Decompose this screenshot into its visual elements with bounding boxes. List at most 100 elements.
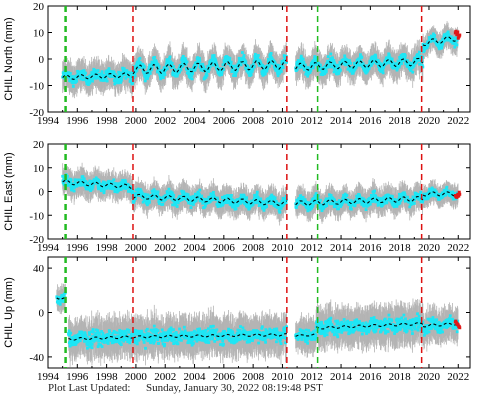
- data-point: [311, 66, 315, 70]
- data-point: [353, 64, 357, 68]
- data-point: [190, 74, 194, 77]
- data-point: [334, 70, 338, 73]
- data-point: [96, 69, 100, 72]
- data-point: [351, 71, 355, 75]
- data-point: [408, 61, 411, 65]
- data-point: [180, 62, 184, 66]
- data-point: [178, 70, 181, 74]
- y-tick-label: -20: [29, 107, 44, 119]
- data-point: [184, 62, 188, 66]
- data-point: [453, 41, 457, 45]
- data-point: [404, 62, 408, 65]
- data-point: [84, 180, 88, 183]
- data-point: [433, 33, 436, 37]
- y-tick-label: -10: [29, 81, 44, 93]
- data-point: [192, 203, 195, 206]
- data-point: [132, 198, 136, 202]
- recent-point: [455, 33, 459, 37]
- data-point: [165, 67, 169, 71]
- data-point: [97, 72, 101, 76]
- data-point: [79, 183, 82, 187]
- data-point: [455, 43, 459, 47]
- data-point: [280, 64, 284, 68]
- data-point: [386, 55, 390, 59]
- data-point: [79, 77, 83, 81]
- data-point: [161, 68, 165, 72]
- data-point: [122, 67, 126, 71]
- data-point: [346, 63, 350, 67]
- data-point: [156, 190, 160, 194]
- data-point: [185, 60, 189, 64]
- data-point: [451, 36, 454, 40]
- data-point: [173, 68, 177, 72]
- data-point: [135, 62, 139, 66]
- data-point: [440, 44, 444, 48]
- data-point: [170, 194, 173, 197]
- data-point: [187, 75, 191, 78]
- data-point: [239, 63, 243, 67]
- data-point: [134, 188, 138, 192]
- data-point: [198, 193, 201, 197]
- data-point: [228, 58, 232, 62]
- data-point: [328, 63, 331, 67]
- x-tick-label: 2018: [389, 115, 412, 127]
- data-point: [183, 57, 187, 60]
- data-point: [326, 65, 330, 69]
- data-point: [252, 62, 255, 66]
- data-point: [62, 176, 66, 180]
- data-point: [453, 45, 457, 49]
- data-point: [343, 60, 346, 64]
- data-point: [203, 197, 207, 201]
- y-tick-label: 0: [39, 54, 45, 66]
- data-point: [372, 58, 376, 62]
- data-point: [119, 81, 123, 84]
- data-point: [331, 56, 334, 60]
- data-point: [235, 68, 239, 72]
- data-point: [260, 71, 264, 74]
- data-point: [148, 72, 152, 75]
- data-point: [99, 187, 103, 191]
- data-point: [188, 70, 192, 74]
- data-point: [394, 62, 398, 65]
- data-point: [323, 64, 327, 68]
- data-point: [179, 68, 183, 72]
- data-point: [135, 68, 139, 72]
- data-point: [282, 61, 286, 65]
- x-tick-label: 2012: [301, 115, 323, 127]
- data-point: [164, 198, 167, 201]
- data-point: [202, 65, 206, 69]
- data-point: [88, 81, 92, 85]
- data-point: [68, 71, 72, 75]
- data-point: [324, 68, 327, 71]
- data-point: [71, 85, 75, 88]
- data-point: [301, 57, 305, 61]
- data-point: [417, 50, 421, 54]
- data-point: [103, 181, 107, 184]
- data-point: [121, 178, 124, 182]
- y-tick-label: 10: [33, 28, 45, 40]
- data-point: [168, 55, 172, 59]
- data-point: [108, 187, 112, 190]
- data-point: [195, 196, 199, 200]
- data-point: [256, 54, 260, 57]
- data-point: [100, 70, 104, 74]
- recent-point: [458, 33, 462, 37]
- data-point: [61, 71, 65, 75]
- data-point: [455, 38, 459, 42]
- data-point: [390, 64, 394, 68]
- data-point: [244, 60, 248, 64]
- data-point: [156, 63, 160, 66]
- data-point: [144, 195, 148, 199]
- data-point: [141, 63, 145, 66]
- data-point: [112, 178, 116, 182]
- data-point: [421, 65, 425, 69]
- data-point: [172, 72, 176, 76]
- data-point: [106, 71, 110, 74]
- data-point: [206, 64, 210, 68]
- data-point: [144, 70, 147, 74]
- data-point: [425, 46, 429, 49]
- data-point: [167, 187, 171, 191]
- data-point: [130, 186, 134, 190]
- data-point: [134, 197, 138, 200]
- data-point: [164, 65, 168, 69]
